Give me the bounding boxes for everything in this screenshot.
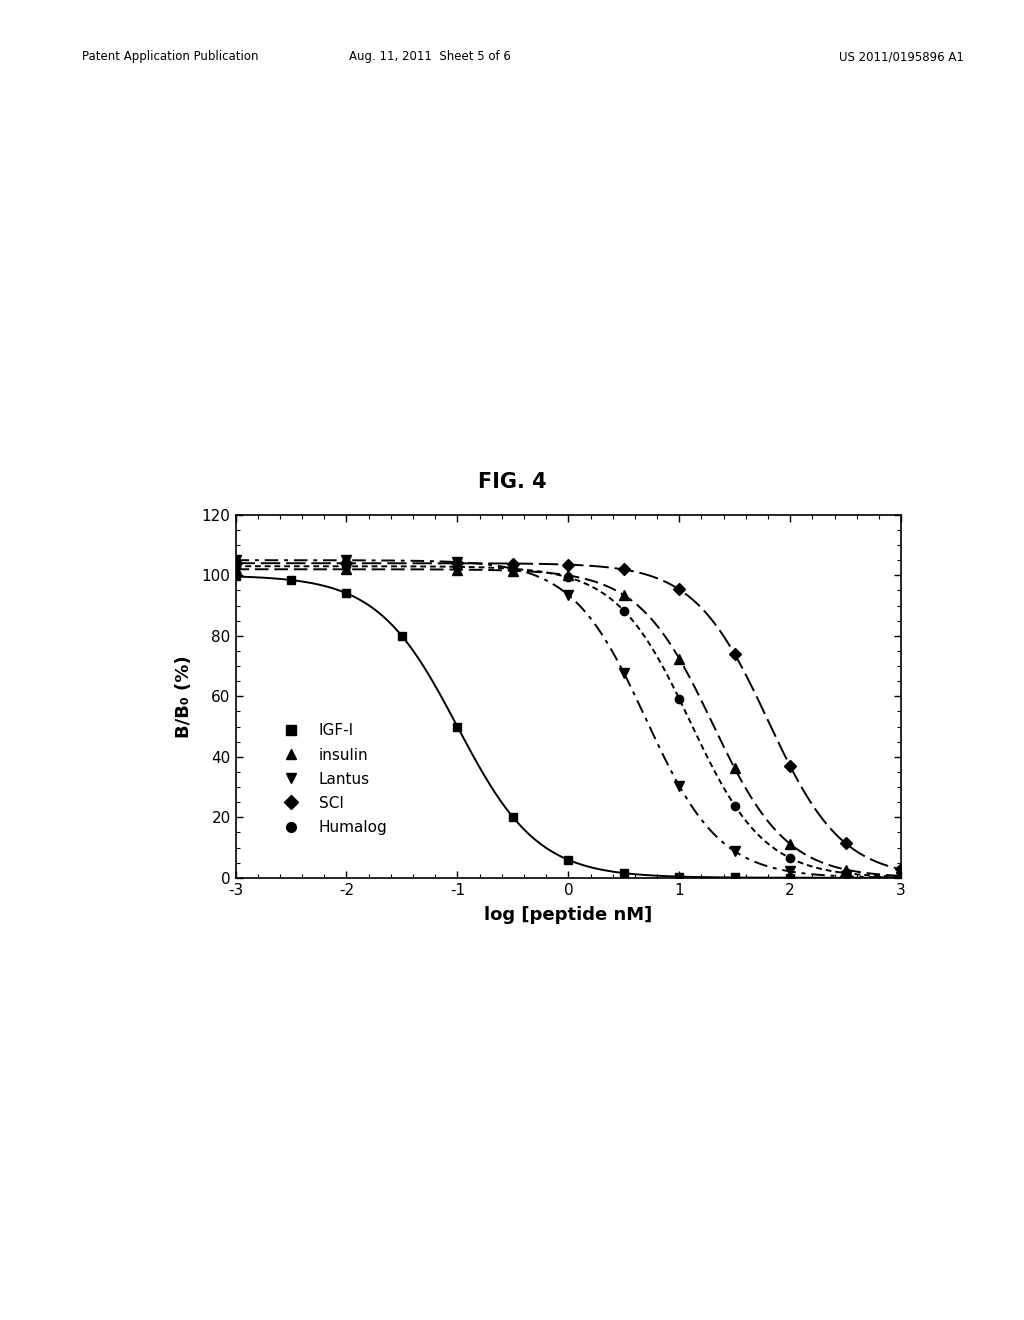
Text: Aug. 11, 2011  Sheet 5 of 6: Aug. 11, 2011 Sheet 5 of 6 (349, 50, 511, 63)
X-axis label: log [peptide nM]: log [peptide nM] (484, 906, 652, 924)
Text: Patent Application Publication: Patent Application Publication (82, 50, 258, 63)
Legend: IGF-I, insulin, Lantus, SCI, Humalog: IGF-I, insulin, Lantus, SCI, Humalog (269, 717, 393, 841)
Text: US 2011/0195896 A1: US 2011/0195896 A1 (839, 50, 964, 63)
Text: FIG. 4: FIG. 4 (477, 471, 547, 492)
Y-axis label: B/B₀ (%): B/B₀ (%) (175, 655, 194, 738)
